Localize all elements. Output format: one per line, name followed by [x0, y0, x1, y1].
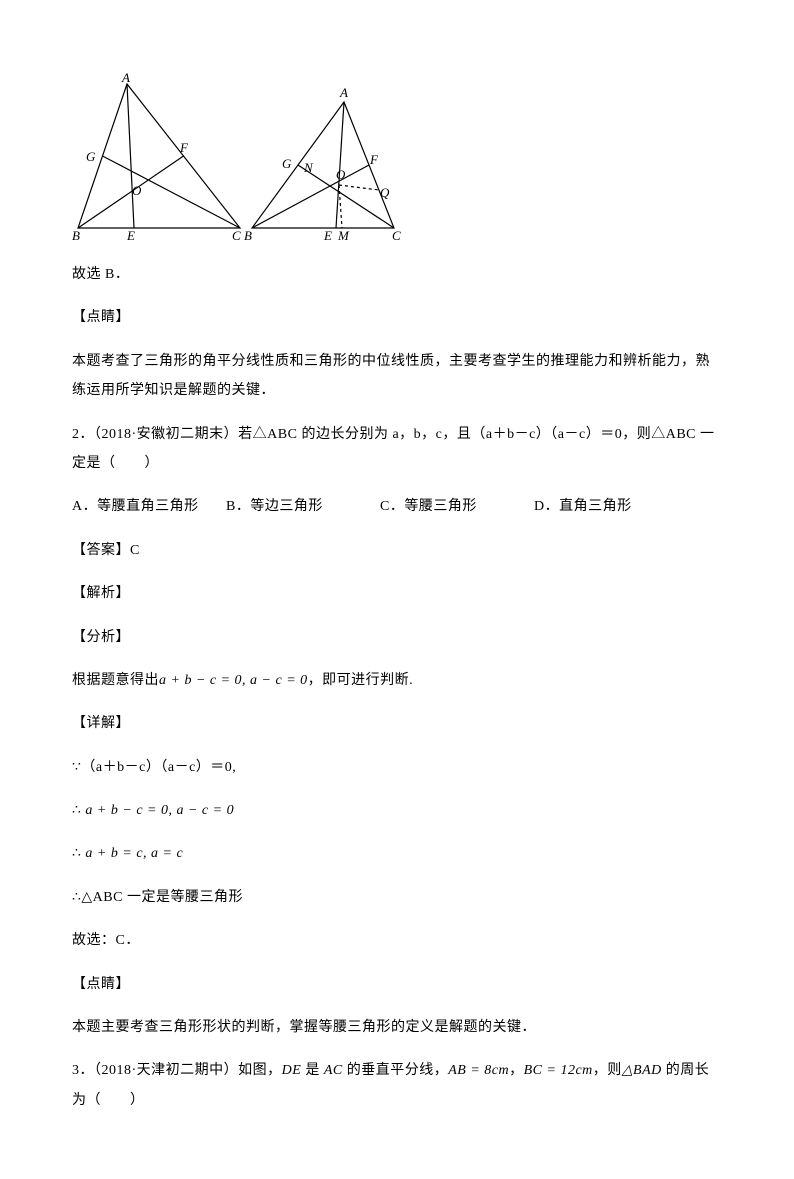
q3-ac: AC [324, 1063, 343, 1078]
fig2-label-G: G [282, 156, 292, 171]
fig1-label-A: A [121, 72, 130, 85]
q3-stem: 3．（2018·天津初二期中）如图，DE 是 AC 的垂直平分线，AB = 8c… [72, 1056, 722, 1115]
q2-opt-b: B．等边三角形 [226, 492, 376, 521]
q2-options: A．等腰直角三角形 B．等边三角形 C．等腰三角形 D．直角三角形 [72, 492, 722, 521]
fig1-label-E: E [126, 228, 135, 242]
q2-fenxi-pre: 根据题意得出 [72, 673, 159, 688]
q3-bc: BC = 12cm [524, 1063, 593, 1078]
q2-fenxi-post: ，即可进行判断. [308, 673, 414, 688]
q2-xiangjie-h: 【详解】 [72, 709, 722, 738]
q3-pre: 3．（2018·天津初二期中）如图， [72, 1063, 282, 1078]
fig2-label-C: C [392, 228, 401, 242]
figure-1: A B C E F G O [72, 72, 244, 242]
fig1-label-B: B [72, 228, 80, 242]
q2-answer: 【答案】C [72, 536, 722, 565]
fig2-label-A: A [339, 85, 348, 100]
q2-step5: 故选：C． [72, 926, 722, 955]
fig2-label-F: F [369, 152, 379, 167]
dianjing-heading: 【点睛】 [72, 303, 722, 332]
q3-c1: ， [509, 1063, 524, 1078]
fig1-label-G: G [86, 149, 96, 164]
q2-opt-d: D．直角三角形 [534, 492, 632, 521]
q2-step1: ∵∵（a＋b－c）（a－c）＝0,（a＋b－c）（a－c）＝0, [72, 753, 722, 782]
q2-dj: 本题主要考查三角形形状的判断，掌握等腰三角形的定义是解题的关键． [72, 1013, 722, 1042]
q2-opt-a: A．等腰直角三角形 [72, 492, 222, 521]
fig1-label-C: C [232, 228, 241, 242]
fig1-label-F: F [179, 140, 189, 155]
fig2-label-Q: Q [380, 185, 390, 200]
q2-fenxi-h: 【分析】 [72, 623, 722, 652]
q2-opt-c: C．等腰三角形 [380, 492, 530, 521]
q3-ab: AB = 8cm [448, 1063, 509, 1078]
fig1-label-O: O [132, 183, 142, 198]
q3-mid3: ，则 [593, 1063, 622, 1078]
q2-jiexi: 【解析】 [72, 579, 722, 608]
q2-step2: ∴ a + b − c = 0, a − c = 0 [72, 796, 722, 825]
figures-row: A B C E F G O A [72, 72, 722, 242]
q2-stem: 2．（2018·安徽初二期末）若△ABC 的边长分别为 a，b，c，且（a＋b－… [72, 420, 722, 479]
q3-de: DE [282, 1063, 302, 1078]
q3-tri: △BAD [622, 1063, 662, 1078]
q2-fenxi-math: a + b − c = 0, a − c = 0 [159, 673, 308, 688]
q2-dj-h: 【点睛】 [72, 970, 722, 999]
q2-fenxi: 根据题意得出a + b − c = 0, a − c = 0，即可进行判断. [72, 666, 722, 695]
q3-mid1: 是 [301, 1063, 324, 1078]
fig2-label-E: E [323, 228, 332, 242]
fig2-label-N: N [303, 160, 314, 175]
q2-step3: ∴ a + b = c, a = c [72, 839, 722, 868]
fig2-label-O: O [336, 167, 346, 182]
q3-mid2: 的垂直平分线， [343, 1063, 449, 1078]
q2-step4: ∴△ABC 一定是等腰三角形 [72, 883, 722, 912]
dianjing-text: 本题考查了三角形的角平分线性质和三角形的中位线性质，主要考查学生的推理能力和辨析… [72, 347, 722, 406]
answer-line: 故选 B． [72, 260, 722, 289]
fig2-label-B: B [244, 228, 252, 242]
figure-2: A B C E M F G N O Q [244, 72, 414, 242]
fig2-label-M: M [337, 228, 350, 242]
